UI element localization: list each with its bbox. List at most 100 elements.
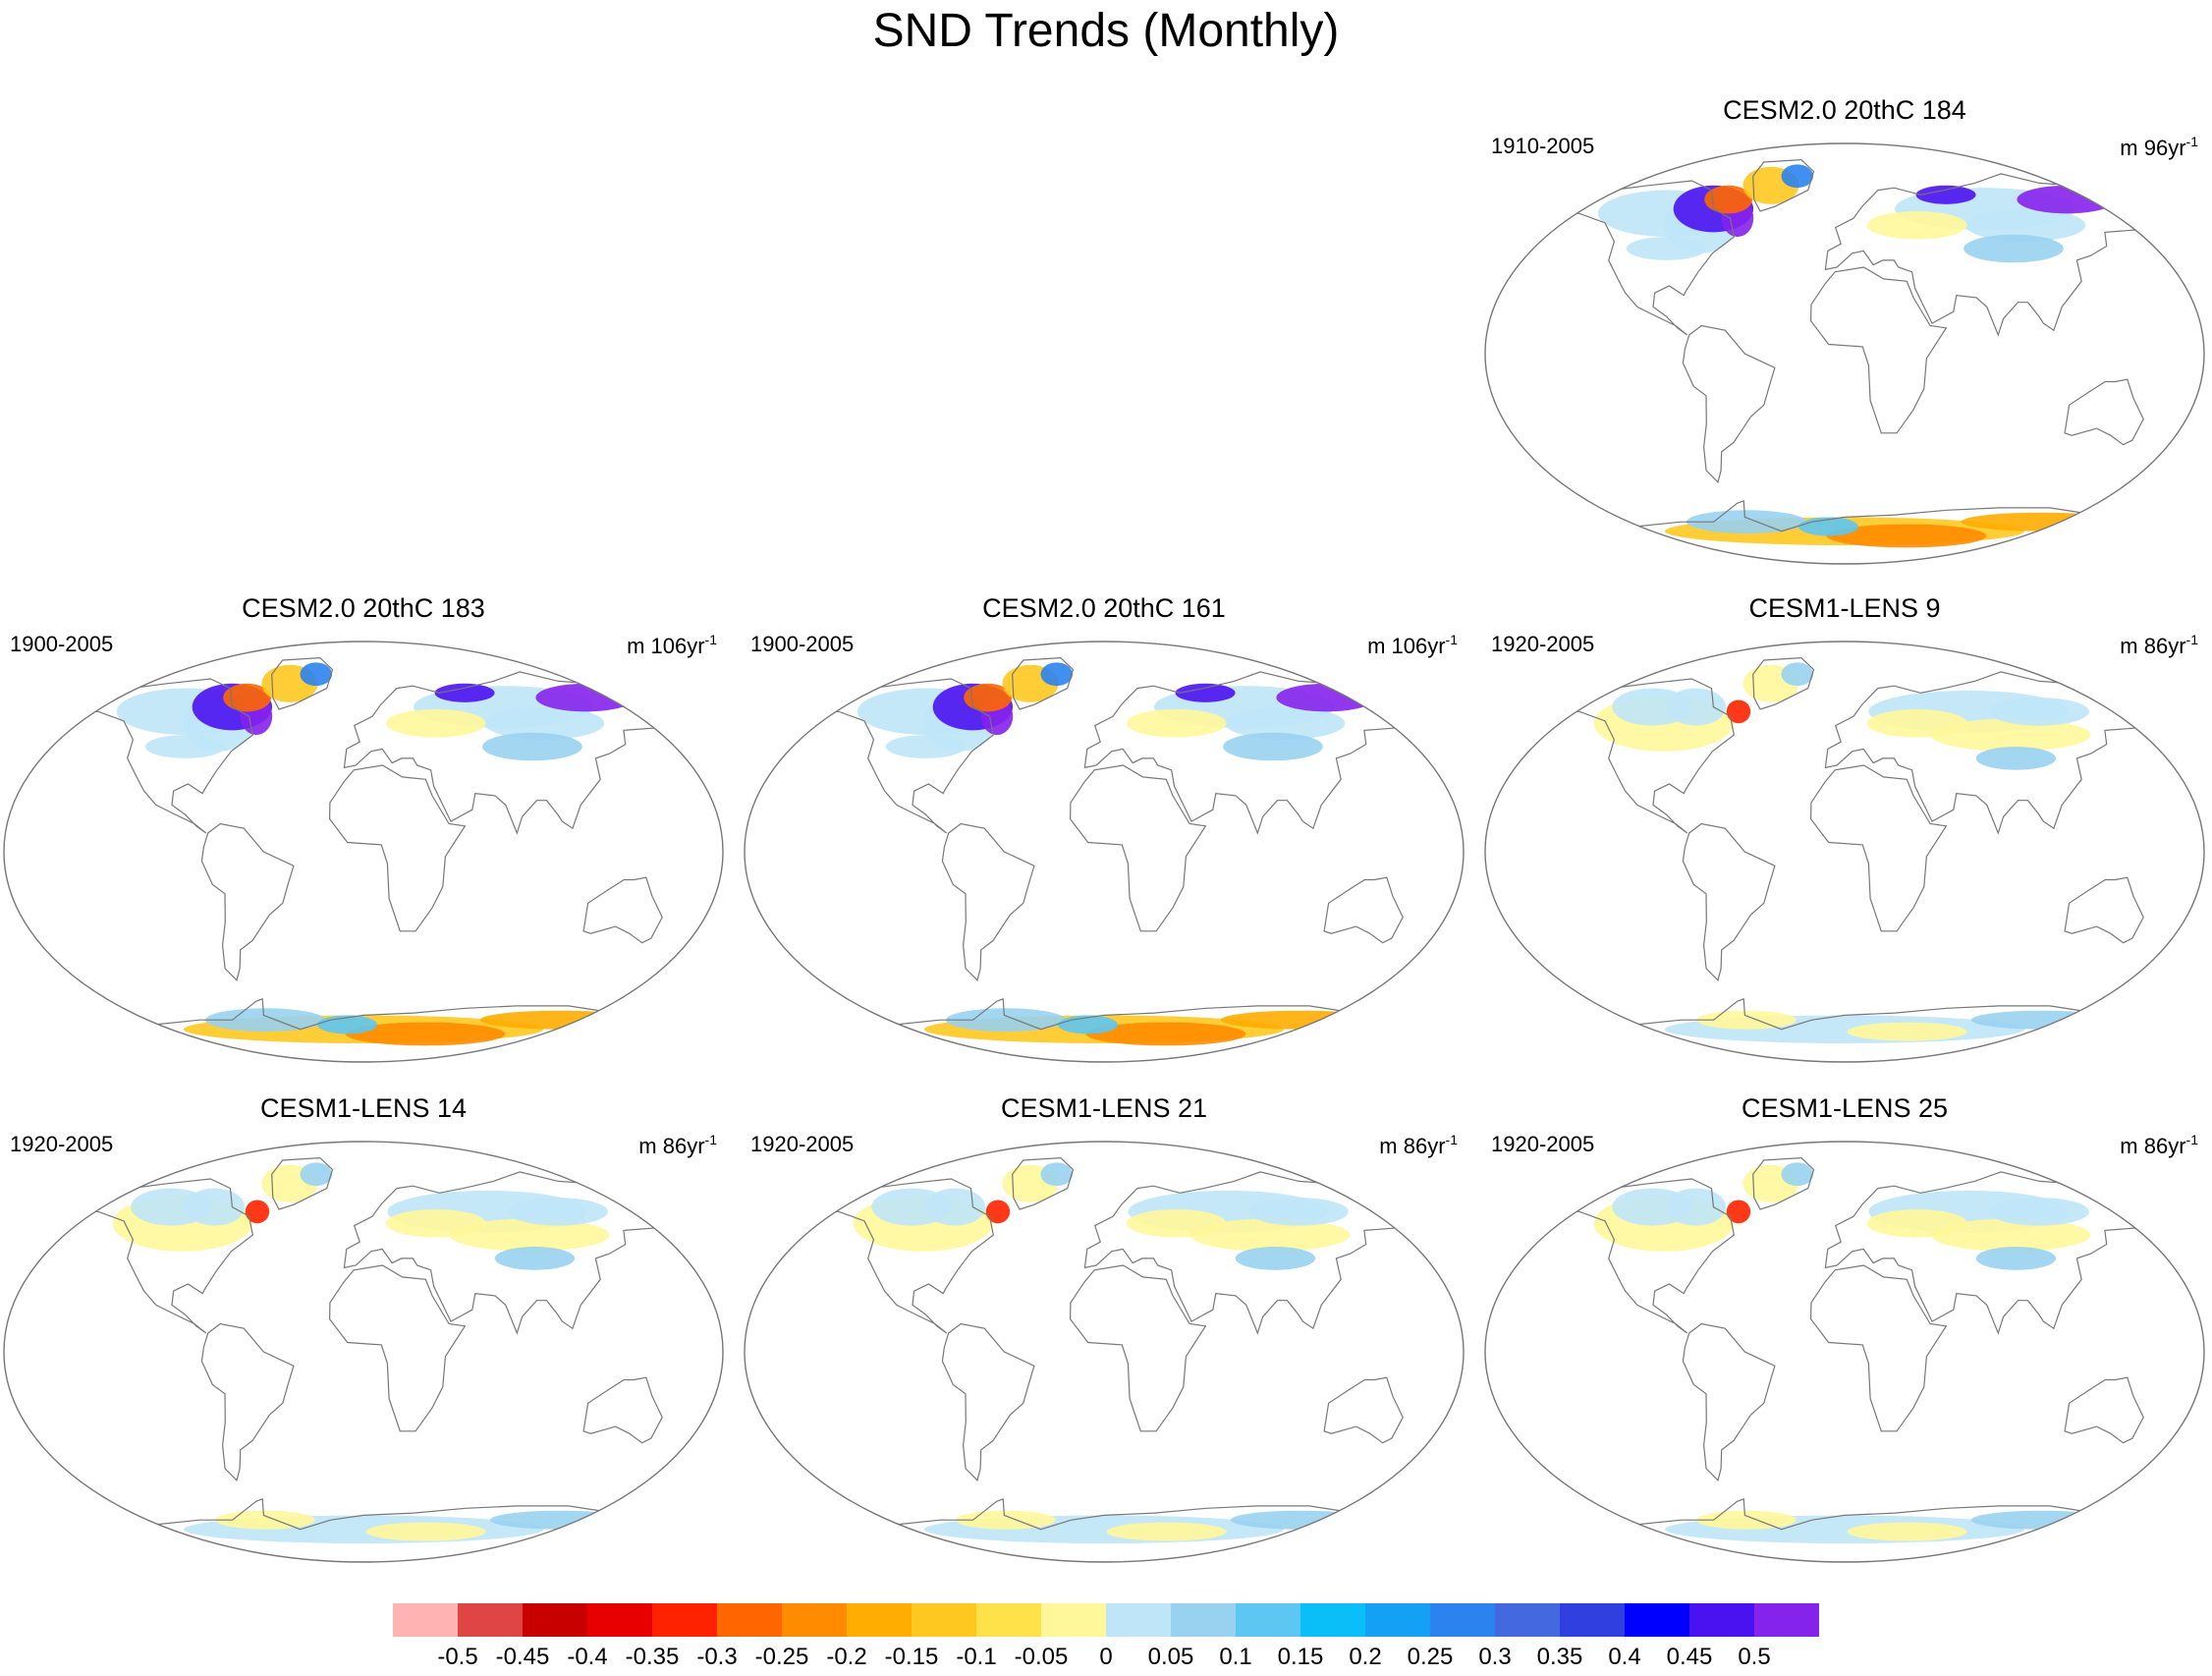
coastline-sa — [941, 1322, 1035, 1481]
trend-patch — [223, 683, 272, 712]
trend-patch — [945, 1008, 1066, 1033]
colorbar-swatch — [1236, 1603, 1301, 1637]
coastline-au — [2064, 378, 2144, 446]
colorbar-tick-label: 0.1 — [1219, 1644, 1252, 1670]
trend-fill — [853, 1162, 1371, 1543]
trend-patch — [956, 1510, 1056, 1530]
colorbar-tick-label: 0.2 — [1349, 1644, 1382, 1670]
trend-patch — [1847, 1522, 1967, 1541]
colorbar-tick-label: -0.5 — [437, 1644, 478, 1670]
trend-patch — [144, 735, 226, 758]
coastline-af — [1809, 266, 1948, 434]
coastline-af — [1809, 764, 1948, 932]
trend-patch — [1965, 208, 2086, 242]
coastline-na — [1551, 678, 1735, 834]
panel-units: m 86yr-1 — [638, 1132, 717, 1158]
coastline-gl — [271, 656, 334, 710]
trend-patch — [1726, 699, 1751, 724]
trend-patch — [1826, 524, 1987, 548]
world-map — [1484, 1141, 2205, 1563]
colorbar-swatch — [1495, 1603, 1561, 1637]
figure-title: SND Trends (Monthly) — [872, 5, 1340, 57]
colorbar-swatch — [1106, 1603, 1172, 1637]
panel-title: CESM1-LENS 14 — [259, 1093, 468, 1123]
coastline-sa — [1682, 1322, 1776, 1481]
trend-patch — [1223, 732, 1323, 761]
trend-patch — [489, 1510, 631, 1530]
map-border — [744, 1141, 1465, 1563]
trend-patch — [1989, 698, 2089, 726]
map-panel-lens-21: CESM1-LENS 21 1920-2005 m 86yr-1 — [741, 1092, 1467, 1564]
trend-patch — [1726, 1200, 1751, 1224]
trend-patch — [1175, 683, 1236, 702]
coastline-na — [70, 1178, 253, 1334]
trend-patch — [215, 1510, 315, 1530]
trend-patch — [1781, 1162, 1814, 1187]
trend-patch — [964, 683, 1013, 712]
colorbar-swatch — [458, 1603, 524, 1637]
trend-patch — [300, 1162, 333, 1187]
colorbar-labels: -0.5 -0.45 -0.4 -0.35 -0.3 -0.25 -0.2 -0.15 -0.1… — [393, 1644, 1819, 1673]
colorbar-swatch — [1041, 1603, 1107, 1637]
trend-patch — [1040, 662, 1074, 687]
colorbar-swatch — [1365, 1603, 1431, 1637]
colorbar-swatch — [1560, 1603, 1626, 1637]
trend-patch — [1970, 1510, 2112, 1530]
trend-patch — [1220, 1010, 1381, 1030]
colorbar-swatch — [976, 1603, 1042, 1637]
trend-patch — [494, 1247, 576, 1270]
trend-patch — [1040, 1162, 1074, 1187]
trend-patch — [365, 1522, 486, 1541]
colorbar-swatch — [1171, 1603, 1237, 1637]
map-panel-cesm2-183: CESM2.0 20thC 183 1900-2005 m 106yr-1 — [0, 592, 727, 1064]
trend-patch — [1612, 688, 1692, 726]
trend-patch — [1970, 1010, 2112, 1030]
colorbar-tick-label: 0 — [1099, 1644, 1113, 1670]
trend-patch — [1189, 1218, 1351, 1252]
map-panel-lens-9: CESM1-LENS 9 1920-2005 m 86yr-1 — [1481, 592, 2208, 1064]
colorbar-swatch — [782, 1603, 848, 1637]
trend-patch — [885, 735, 967, 758]
colorbar-tick-label: 0.4 — [1608, 1644, 1641, 1670]
coastline-eu — [1824, 1171, 2161, 1335]
trend-patch — [204, 1008, 325, 1033]
colorbar-tick-label: -0.2 — [826, 1644, 867, 1670]
trend-patch — [245, 1200, 270, 1224]
panel-title: CESM1-LENS 25 — [1741, 1093, 1949, 1123]
trend-patch — [1975, 747, 2057, 770]
world-map — [744, 1141, 1465, 1563]
panel-period: 1920-2005 — [10, 1132, 114, 1156]
panel-period: 1900-2005 — [750, 632, 855, 656]
map-border — [1484, 1141, 2205, 1563]
colorbar-swatch — [1430, 1603, 1496, 1637]
coastline-eu — [1824, 173, 2161, 337]
colorbar-tick-label: -0.05 — [1014, 1644, 1069, 1670]
coastline-au — [582, 876, 663, 944]
colorbar-swatch — [717, 1603, 783, 1637]
trend-fill — [116, 662, 640, 1046]
panel-title: CESM1-LENS 21 — [1000, 1093, 1208, 1123]
coastline-na — [810, 1178, 994, 1334]
colorbar-tick-label: 0.5 — [1738, 1644, 1771, 1670]
trend-patch — [508, 1198, 608, 1226]
coastline-gl — [1752, 656, 1815, 710]
map-border — [3, 641, 724, 1063]
trend-patch — [1961, 512, 2122, 531]
coastline-gl — [1012, 656, 1075, 710]
colorbar-tick-label: -0.25 — [754, 1644, 809, 1670]
panel-period: 1920-2005 — [1491, 632, 1595, 656]
colorbar-tick-label: -0.4 — [567, 1644, 608, 1670]
panel-units: m 96yr-1 — [2120, 134, 2198, 160]
trend-patch — [1781, 164, 1814, 189]
trend-patch — [482, 732, 582, 761]
trend-patch — [985, 1200, 1011, 1224]
colorbar-swatch — [1689, 1603, 1755, 1637]
trend-patch — [449, 1218, 610, 1252]
panel-period: 1920-2005 — [750, 1132, 855, 1156]
colorbar-tick-label: 0.3 — [1478, 1644, 1512, 1670]
trend-patch — [1225, 706, 1346, 740]
trend-patch — [1847, 1022, 1967, 1041]
trend-patch — [385, 708, 486, 738]
trend-patch — [300, 662, 333, 687]
colorbar-tick-label: -0.3 — [696, 1644, 738, 1670]
